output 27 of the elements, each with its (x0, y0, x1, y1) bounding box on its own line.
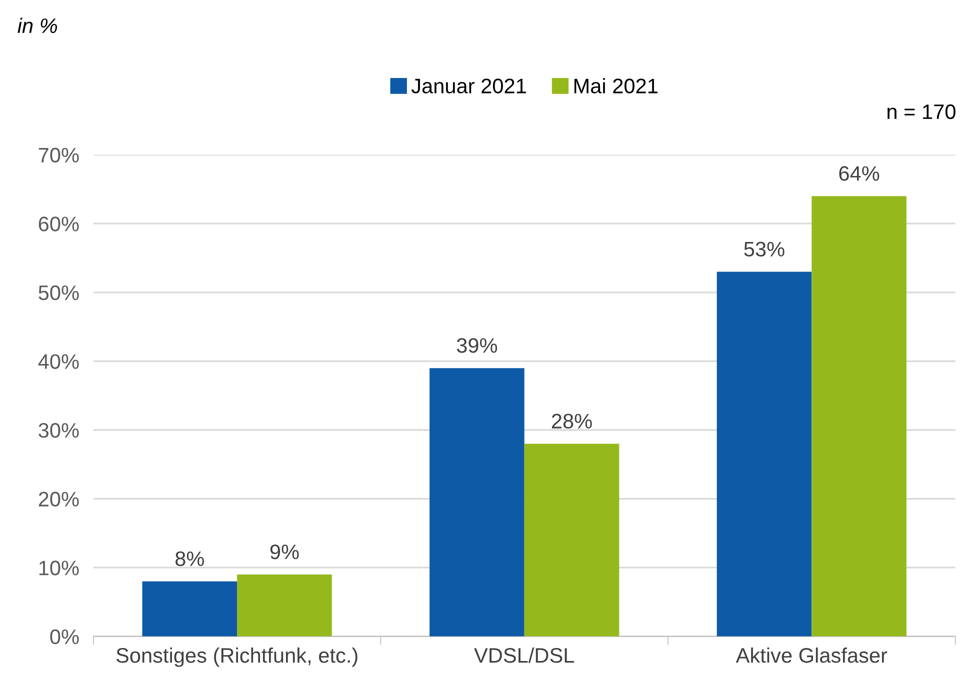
data-label: 28% (552, 414, 592, 429)
bar (142, 581, 238, 636)
y-tick-label: 50% (38, 285, 79, 300)
y-tick-label: 70% (38, 148, 79, 163)
data-label: 8% (176, 551, 204, 566)
data-label: 53% (744, 242, 784, 257)
y-tick-label: 0% (50, 629, 79, 644)
x-tick-label: VDSL/DSL (474, 648, 574, 663)
bar (430, 368, 524, 636)
bar (716, 272, 812, 636)
y-tick-label: 20% (38, 492, 79, 507)
y-tick-label: 60% (38, 216, 79, 232)
y-tick-label: 30% (38, 423, 79, 438)
bar (524, 444, 620, 636)
data-label: 39% (456, 338, 498, 353)
text: n = 170 (888, 104, 956, 120)
legend-label: Mai 2021 (574, 78, 658, 94)
data-label: 64% (839, 166, 880, 181)
x-tick-label: Sonstiges (Richtfunk, etc.) (116, 648, 358, 667)
bar (237, 574, 332, 636)
text: in % (18, 18, 57, 34)
y-tick-label: 40% (38, 354, 79, 369)
x-tick-label: Aktive Glasfaser (736, 648, 888, 663)
bar (812, 196, 906, 636)
data-label: 9% (270, 544, 299, 560)
legend-label: Januar 2021 (411, 78, 526, 94)
y-tick-label: 10% (39, 560, 79, 576)
